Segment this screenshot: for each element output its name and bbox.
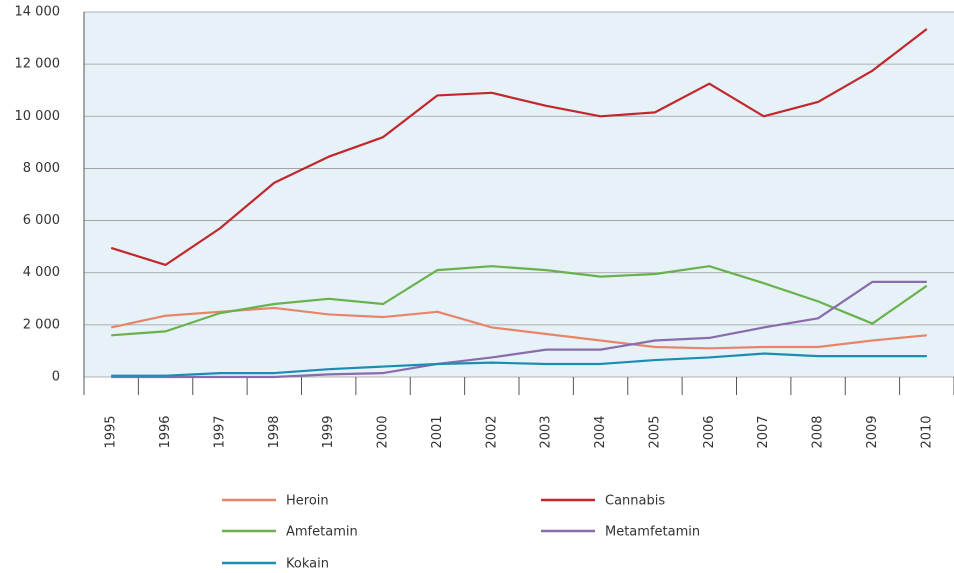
series-line xyxy=(110,28,928,266)
legend-label: Cannabis xyxy=(605,494,665,509)
series-line xyxy=(111,280,927,379)
y-tick-label: 8 000 xyxy=(23,161,60,176)
x-tick-label: 2001 xyxy=(430,415,445,448)
x-tick-label: 1995 xyxy=(104,415,119,448)
x-tick-label: 2005 xyxy=(647,415,662,448)
x-tick-label: 1998 xyxy=(267,415,282,448)
x-tick-label: 2009 xyxy=(865,415,880,448)
y-tick-label: 2 000 xyxy=(23,317,60,332)
series-line xyxy=(111,352,927,377)
x-tick-label: 2002 xyxy=(484,415,499,448)
x-tick-label: 2004 xyxy=(593,415,608,448)
x-tick-label: 2006 xyxy=(702,415,717,448)
y-tick-label: 14 000 xyxy=(15,5,61,20)
series-line xyxy=(111,265,928,337)
x-tick-label: 2000 xyxy=(376,415,391,448)
y-tick-label: 6 000 xyxy=(23,213,60,228)
x-tick-label: 2003 xyxy=(539,415,554,448)
x-tick-label: 2007 xyxy=(756,415,771,448)
x-tick-label: 2010 xyxy=(919,415,934,448)
y-tick-label: 4 000 xyxy=(23,265,60,280)
legend-label: Metamfetamin xyxy=(605,525,700,540)
plot-background xyxy=(84,12,954,377)
x-tick-label: 1996 xyxy=(158,415,173,448)
x-tick-label: 2008 xyxy=(811,415,826,448)
series-line xyxy=(110,306,927,350)
y-tick-label: 10 000 xyxy=(15,109,61,124)
x-tick-label: 1999 xyxy=(321,415,336,448)
x-tick-label: 1997 xyxy=(212,415,227,448)
legend-label: Amfetamin xyxy=(286,525,358,540)
legend-label: Kokain xyxy=(286,557,329,572)
legend-label: Heroin xyxy=(286,494,329,509)
y-tick-label: 12 000 xyxy=(15,57,61,72)
y-tick-label: 0 xyxy=(52,370,60,385)
